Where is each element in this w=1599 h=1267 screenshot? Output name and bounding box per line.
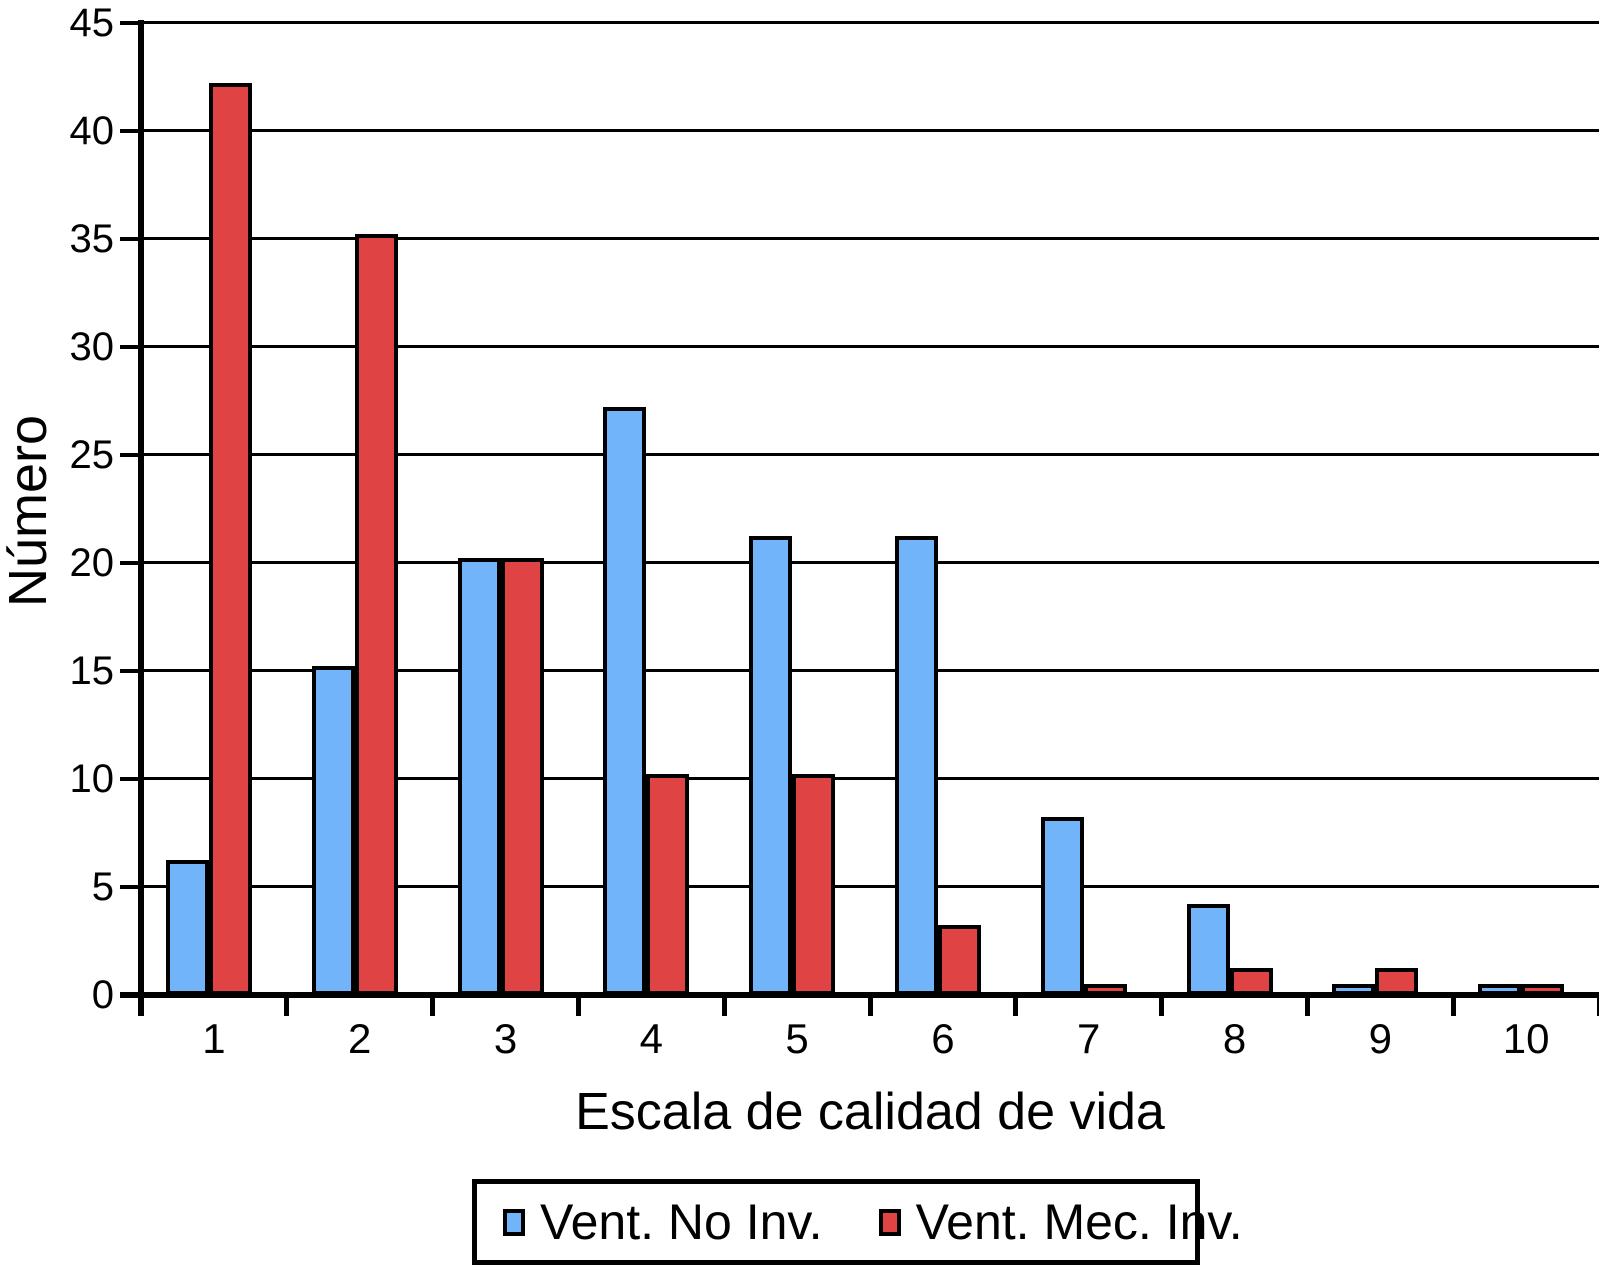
gridline-y-10: [141, 777, 1599, 780]
bar-vent-mec-inv-4: [646, 774, 690, 995]
x-tick-label: 10: [1502, 1015, 1550, 1062]
legend-label-vent-mec-inv: Vent. Mec. Inv.: [915, 1194, 1243, 1250]
legend-item-vent-mec-inv: Vent. Mec. Inv.: [878, 1193, 1243, 1251]
gridline-y-25: [141, 453, 1599, 456]
y-tick-label: 30: [69, 325, 115, 369]
x-axis-tick: [284, 995, 290, 1016]
x-tick-label: 8: [1222, 1015, 1247, 1062]
y-tick-label: 20: [69, 541, 115, 585]
x-axis-tick: [1596, 995, 1599, 1016]
gridline-y-35: [141, 237, 1599, 240]
x-axis-tick: [575, 995, 581, 1016]
y-axis-tick: [120, 453, 142, 457]
legend-label-vent-no-inv: Vent. No Inv.: [540, 1194, 823, 1250]
y-axis-tick: [120, 885, 142, 889]
gridline-y-20: [141, 561, 1599, 564]
y-tick-label: 40: [69, 109, 115, 153]
y-tick-label: 35: [69, 217, 115, 261]
bar-vent-no-inv-2: [311, 666, 355, 995]
bar-vent-mec-inv-3: [500, 558, 544, 995]
x-tick-label: 2: [348, 1015, 372, 1062]
y-tick-label: 5: [91, 865, 114, 909]
gridline-y-30: [141, 345, 1599, 348]
gridline-y-40: [141, 129, 1599, 132]
y-axis-tick: [120, 777, 142, 781]
gridline-y-5: [141, 885, 1599, 888]
y-tick-label: 45: [69, 1, 115, 45]
x-axis-title: Escala de calidad de vida: [575, 1083, 1165, 1141]
x-tick-label: 5: [785, 1015, 809, 1062]
y-tick-label: 10: [69, 757, 115, 801]
x-tick-label: 1: [202, 1015, 226, 1062]
bar-vent-no-inv-1: [166, 860, 209, 995]
y-axis-tick: [120, 129, 142, 133]
x-axis-tick: [1304, 995, 1310, 1016]
y-tick-label: 0: [91, 973, 114, 1017]
y-axis-tick: [120, 21, 142, 25]
bar-vent-no-inv-5: [749, 536, 793, 995]
x-axis-tick: [867, 995, 873, 1016]
x-axis-tick: [1013, 995, 1019, 1016]
y-axis-line: [138, 20, 144, 1016]
x-axis-tick: [430, 995, 436, 1016]
y-axis-tick: [120, 237, 142, 241]
bar-vent-mec-inv-5: [792, 774, 836, 995]
x-axis-line: [120, 992, 1599, 998]
bar-vent-mec-inv-2: [354, 234, 398, 995]
bar-vent-mec-inv-6: [938, 925, 981, 995]
x-tick-label: 7: [1077, 1015, 1101, 1062]
y-axis-title: Número: [0, 414, 58, 608]
y-tick-label: 25: [69, 433, 115, 477]
legend: Vent. No Inv. Vent. Mec. Inv.: [472, 1179, 1243, 1265]
gridline-y-45: [141, 21, 1599, 24]
x-tick-label: 6: [931, 1015, 955, 1062]
bar-vent-no-inv-6: [895, 536, 938, 995]
bar-vent-mec-inv-8: [1229, 968, 1273, 995]
y-tick-label: 15: [69, 649, 115, 693]
y-axis-tick: [120, 345, 142, 349]
legend-swatch-red-icon: [878, 1208, 901, 1236]
bar-vent-no-inv-8: [1186, 904, 1230, 995]
x-tick-label: 3: [493, 1015, 518, 1062]
x-axis-tick: [1450, 995, 1456, 1016]
y-axis-tick: [120, 561, 142, 565]
bar-vent-mec-inv-9: [1375, 968, 1419, 995]
bar-vent-no-inv-7: [1040, 817, 1084, 995]
bar-vent-no-inv-4: [603, 407, 647, 995]
bar-vent-no-inv-3: [457, 558, 501, 995]
bar-vent-mec-inv-1: [209, 83, 252, 995]
gridline-y-15: [141, 669, 1599, 672]
x-axis-tick: [1159, 995, 1165, 1016]
x-tick-label: 9: [1368, 1015, 1392, 1062]
x-axis-tick: [721, 995, 727, 1016]
legend-swatch-blue-icon: [503, 1208, 525, 1236]
x-tick-label: 4: [639, 1015, 663, 1062]
legend-item-vent-no-inv: Vent. No Inv.: [503, 1193, 823, 1251]
y-axis-tick: [120, 669, 142, 673]
